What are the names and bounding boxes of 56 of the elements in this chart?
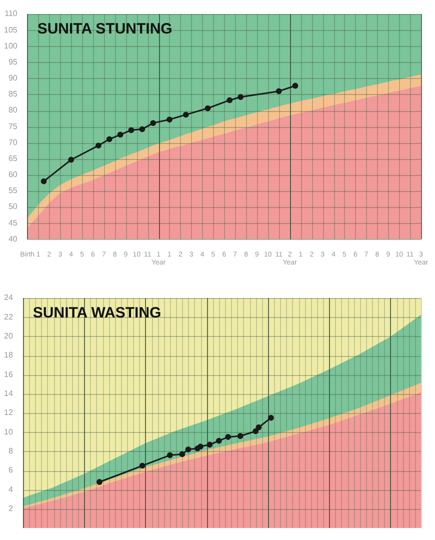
y-tick-label: 2 (8, 504, 14, 514)
y-tick-label: 85 (8, 90, 18, 99)
y-tick-label: 4 (8, 484, 14, 494)
point (166, 116, 172, 122)
point (40, 178, 47, 184)
y-tick-label: 14 (4, 389, 14, 398)
point (182, 112, 189, 118)
y-tick-label: 95 (8, 57, 18, 66)
y-tick-label: 110 (4, 9, 18, 18)
point (198, 444, 204, 450)
point (268, 414, 274, 421)
point (128, 127, 134, 134)
point (238, 94, 244, 100)
point (68, 156, 74, 163)
point (179, 451, 186, 458)
point (139, 126, 146, 132)
point (256, 424, 262, 430)
y-tick-label: 20 (4, 332, 14, 341)
point (216, 438, 222, 444)
y-tick-label: 40 (8, 234, 18, 244)
y-tick-label: 105 (4, 25, 18, 34)
y-tick-label: 12 (4, 408, 14, 418)
point (95, 142, 102, 149)
y-tick-label: 65 (8, 154, 18, 163)
point (206, 442, 213, 448)
y-tick-label: 18 (4, 350, 14, 360)
y-tick-label: 60 (8, 170, 18, 180)
y-tick-label: 8 (8, 446, 14, 456)
y-tick-label: 100 (4, 41, 18, 50)
point (150, 120, 156, 126)
y-tick-label: 90 (8, 74, 18, 83)
y-tick-label: 45 (8, 218, 18, 228)
y-tick-label: 22 (4, 312, 14, 322)
point (225, 434, 232, 440)
y-tick-label: 10 (4, 427, 14, 436)
y-tick-label: 55 (8, 186, 18, 196)
point (292, 82, 298, 89)
point (106, 136, 112, 142)
y-tick-label: 6 (8, 466, 14, 475)
point (166, 452, 173, 458)
y-tick-label: 24 (4, 293, 14, 302)
y-tick-label: 75 (8, 122, 18, 131)
point (139, 462, 146, 469)
chart-title: SUNITA STUNTING (37, 20, 172, 38)
point (276, 88, 282, 94)
point (226, 97, 233, 104)
y-tick-label: 50 (8, 202, 18, 212)
y-tick-label: 16 (4, 370, 14, 379)
y-tick-label: 70 (8, 138, 18, 147)
point (204, 105, 211, 112)
point (117, 132, 124, 138)
point (185, 446, 192, 452)
point (96, 479, 102, 485)
y-tick-label: 80 (8, 106, 18, 115)
point (237, 433, 244, 439)
point (252, 428, 259, 434)
